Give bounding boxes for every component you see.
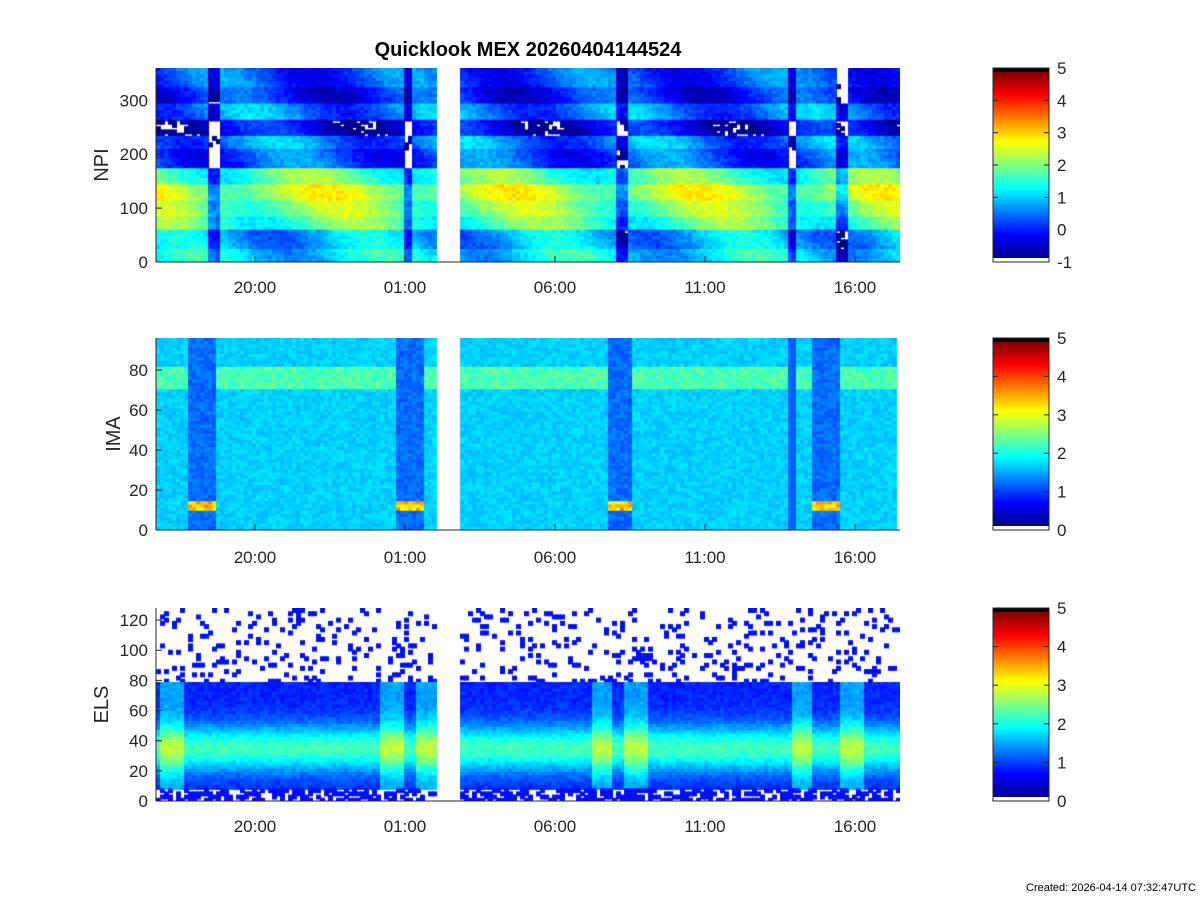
colorbar-tick-label: 4	[1057, 91, 1066, 110]
y-tick-label: 100	[120, 641, 148, 660]
x-tick-label: 20:00	[234, 817, 277, 836]
colorbar-tick-label: 1	[1057, 188, 1066, 207]
colorbar-tick-label: 0	[1057, 521, 1066, 540]
colorbar-tick-label: 3	[1057, 676, 1066, 695]
y-tick-label: 60	[129, 702, 148, 721]
y-tick-label: 0	[139, 521, 148, 540]
x-tick-label: 06:00	[534, 278, 577, 297]
y-axis-label: IMA	[103, 416, 125, 452]
y-tick-label: 300	[120, 91, 148, 110]
npi-panel: 0 100 200 300 NPI 20:00 01:00 06:00 11:00 16:00 -1…	[91, 59, 1072, 297]
colorbar-tick-label: 1	[1057, 483, 1066, 502]
y-tick-label: 0	[139, 253, 148, 272]
colorbar-tick-label: 2	[1057, 444, 1066, 463]
colorbar-tick-label: 5	[1057, 59, 1066, 78]
colorbar-tick-label: -1	[1057, 253, 1072, 272]
x-tick-label: 06:00	[534, 548, 577, 567]
y-tick-label: 60	[129, 401, 148, 420]
colorbar-tick-label: 4	[1057, 367, 1066, 386]
y-axis-label: ELS	[91, 686, 113, 724]
y-tick-label: 120	[120, 611, 148, 630]
y-tick-label: 80	[129, 671, 148, 690]
colorbar	[993, 342, 1049, 526]
colorbar-tick-label: 3	[1057, 406, 1066, 425]
chart-title: Quicklook MEX 20260404144524	[375, 39, 683, 61]
x-tick-label: 16:00	[834, 817, 877, 836]
colorbar-tick-label: 0	[1057, 221, 1066, 240]
colorbar-tick-label: 5	[1057, 599, 1066, 618]
y-tick-label: 100	[120, 199, 148, 218]
x-tick-label: 16:00	[834, 278, 877, 297]
colorbar-tick-label: 5	[1057, 329, 1066, 348]
x-tick-label: 01:00	[384, 548, 427, 567]
y-tick-label: 0	[139, 792, 148, 811]
y-tick-label: 40	[129, 441, 148, 460]
y-tick-label: 200	[120, 145, 148, 164]
y-tick-label: 20	[129, 481, 148, 500]
colorbar	[993, 612, 1049, 797]
colorbar-tick-label: 2	[1057, 715, 1066, 734]
x-tick-label: 01:00	[384, 817, 427, 836]
y-tick-label: 80	[129, 361, 148, 380]
colorbar	[993, 72, 1049, 258]
ima-panel: 0 20 40 60 80 IMA 20:00 01:00 06:00 11:00 16:00 0 1 2…	[103, 329, 1066, 567]
y-tick-label: 20	[129, 762, 148, 781]
x-tick-label: 06:00	[534, 817, 577, 836]
x-tick-label: 11:00	[684, 278, 725, 297]
y-axis-label: NPI	[91, 148, 113, 181]
x-tick-label: 20:00	[234, 278, 277, 297]
colorbar-tick-label: 0	[1057, 792, 1066, 811]
x-tick-label: 11:00	[684, 817, 725, 836]
y-tick-label: 40	[129, 732, 148, 751]
x-tick-label: 16:00	[834, 548, 877, 567]
x-tick-label: 01:00	[384, 278, 427, 297]
colorbar-tick-label: 3	[1057, 124, 1066, 143]
colorbar-tick-label: 1	[1057, 753, 1066, 772]
x-tick-label: 11:00	[684, 548, 725, 567]
x-tick-label: 20:00	[234, 548, 277, 567]
colorbar-tick-label: 2	[1057, 156, 1066, 175]
created-timestamp: Created: 2026-04-14 07:32:47UTC	[1026, 882, 1196, 894]
colorbar-tick-label: 4	[1057, 638, 1066, 657]
